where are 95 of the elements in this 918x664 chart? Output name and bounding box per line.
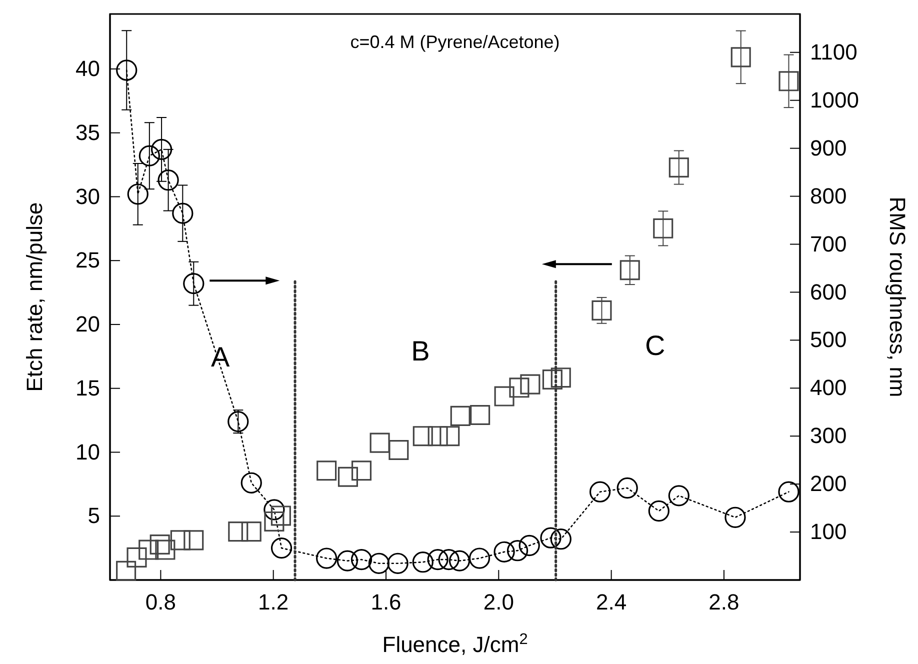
point — [228, 411, 249, 432]
x-tick-label: 2.4 — [596, 590, 627, 615]
point — [270, 506, 291, 526]
point — [518, 534, 540, 556]
point — [620, 260, 640, 280]
point — [170, 530, 190, 550]
point — [412, 552, 434, 573]
point — [240, 472, 262, 494]
point — [616, 477, 638, 499]
point — [730, 47, 751, 68]
point — [520, 374, 540, 394]
point — [542, 369, 562, 390]
point — [468, 548, 490, 569]
point — [540, 527, 562, 548]
y2-tick-label: 200 — [810, 471, 847, 496]
y2-tick-label: 300 — [810, 423, 847, 448]
point — [494, 541, 515, 562]
point — [427, 549, 448, 570]
y2-tick-label: 500 — [810, 327, 847, 352]
y-tick-label: 5 — [88, 503, 100, 528]
point — [668, 157, 689, 178]
point — [550, 528, 572, 550]
point — [264, 499, 285, 520]
point — [778, 71, 799, 92]
point — [138, 540, 159, 560]
x-tick-label: 0.8 — [145, 590, 176, 615]
point — [653, 218, 674, 238]
y-tick-label: 10 — [76, 439, 100, 464]
point — [440, 426, 460, 446]
y2-tick-label: 900 — [810, 135, 847, 160]
point — [438, 549, 460, 570]
point — [241, 522, 262, 542]
y2-tick-label: 100 — [810, 519, 847, 544]
point — [448, 550, 470, 572]
point — [428, 426, 448, 446]
x-tick-label: 2.0 — [483, 590, 514, 615]
y2-tick-label: 1100 — [810, 39, 858, 64]
point — [338, 466, 358, 487]
point — [592, 300, 612, 320]
y2-tick-label: 800 — [810, 183, 847, 208]
point — [506, 540, 528, 562]
point — [316, 460, 337, 481]
point — [126, 547, 147, 568]
y-tick-label: 15 — [76, 375, 100, 400]
point — [351, 460, 372, 481]
point — [183, 273, 204, 294]
point — [270, 538, 292, 559]
point — [470, 404, 490, 426]
point — [138, 145, 160, 166]
point — [668, 485, 690, 506]
point — [316, 548, 338, 569]
point — [778, 481, 800, 502]
y-tick-label: 35 — [76, 120, 100, 145]
point — [264, 511, 284, 532]
y2-tick-label: 600 — [810, 279, 847, 304]
point — [184, 530, 204, 550]
point — [370, 432, 390, 453]
point — [116, 560, 136, 581]
point — [450, 406, 470, 426]
y-tick-label: 40 — [76, 56, 100, 81]
point — [350, 549, 372, 570]
point — [724, 506, 746, 528]
point — [116, 60, 138, 81]
point — [589, 481, 611, 502]
text: c=0.4 M (Pyrene/Acetone) — [350, 32, 560, 52]
point — [155, 540, 176, 560]
x-tick-label: 1.6 — [370, 590, 402, 615]
point — [648, 500, 670, 522]
point — [368, 552, 390, 574]
y-tick-label: 20 — [76, 312, 100, 337]
x-axis-title: Fluence, J/cm$^{2}$ — [382, 630, 528, 657]
point — [150, 534, 170, 555]
point — [387, 552, 408, 574]
y2-axis-title: RMS roughness, nm — [885, 196, 910, 398]
point — [494, 386, 514, 406]
x-tick-label: 1.2 — [258, 590, 289, 615]
y-tick-label: 25 — [76, 248, 100, 273]
annotation: C — [644, 330, 666, 362]
point — [172, 202, 194, 224]
point — [388, 440, 409, 460]
y2-tick-label: 400 — [810, 375, 847, 400]
point — [509, 378, 530, 398]
point — [127, 184, 148, 205]
annotation: B — [411, 336, 430, 367]
y2-tick-label: 1000 — [810, 87, 859, 112]
point — [336, 550, 358, 572]
y-axis-title: Etch rate, nm/pulse — [22, 202, 47, 392]
y2-tick-label: 700 — [810, 231, 847, 256]
annotation: A — [211, 342, 230, 373]
y-tick-label: 30 — [76, 184, 100, 209]
x-tick-label: 2.8 — [708, 590, 740, 615]
point — [550, 368, 571, 388]
point — [158, 170, 179, 191]
point — [412, 426, 433, 446]
point — [228, 522, 248, 542]
